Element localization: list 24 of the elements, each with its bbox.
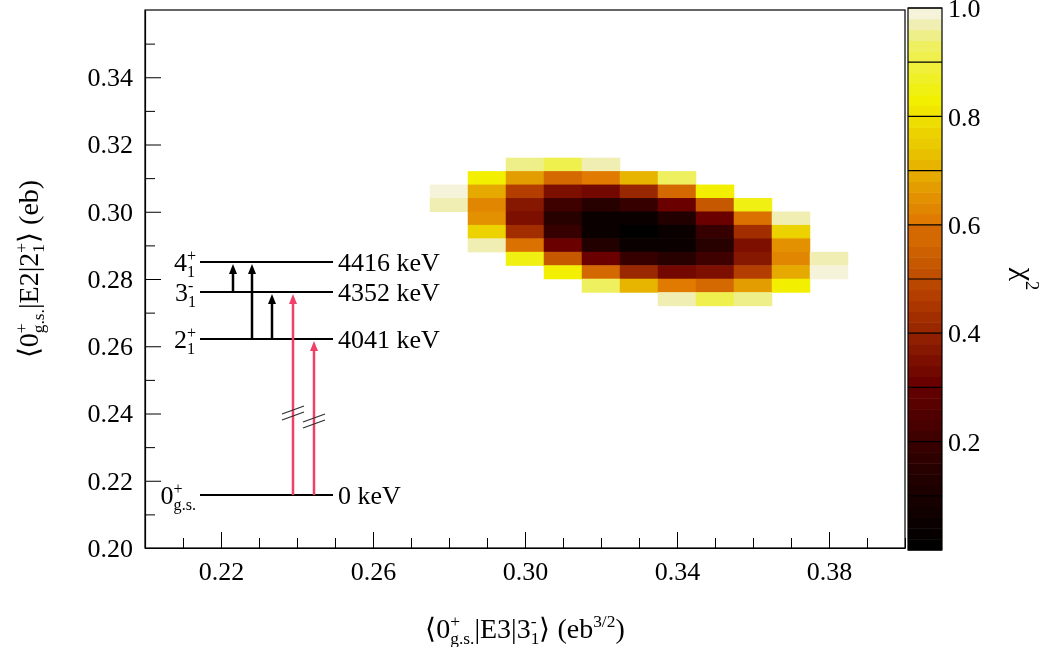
color-bar-label: 0.6 — [948, 210, 981, 240]
y-tick-label: 0.32 — [87, 130, 133, 160]
color-bar-label: 1.0 — [948, 0, 981, 24]
x-tick-label: 0.30 — [502, 557, 549, 587]
x-tick-label: 0.26 — [350, 557, 397, 587]
y-tick-label: 0.20 — [87, 533, 133, 563]
color-bar-title: χ2 — [1009, 266, 1044, 291]
y-tick-label: 0.22 — [87, 466, 133, 496]
x-tick-label: 0.34 — [654, 557, 701, 587]
y-tick-label: 0.30 — [87, 197, 133, 227]
color-bar-label: 0.8 — [948, 102, 981, 132]
color-bar-label: 0.4 — [948, 319, 981, 349]
y-tick-label: 0.28 — [87, 264, 133, 294]
x-tick-label: 0.38 — [806, 557, 853, 587]
annotation: 0 keV — [338, 481, 402, 510]
annotation: 4416 keV — [338, 248, 441, 277]
annotation: 4352 keV — [338, 278, 441, 307]
y-tick-label: 0.34 — [87, 63, 133, 93]
color-bar-label: 0.2 — [948, 427, 981, 457]
y-tick-label: 0.26 — [87, 332, 133, 362]
y-axis-title: ⟨0+g.s.|E2|2+1⟩ (eb) — [12, 179, 49, 359]
y-tick-label: 0.24 — [87, 399, 133, 429]
annotation: 4041 keV — [338, 325, 441, 354]
x-tick-label: 0.22 — [198, 557, 245, 587]
